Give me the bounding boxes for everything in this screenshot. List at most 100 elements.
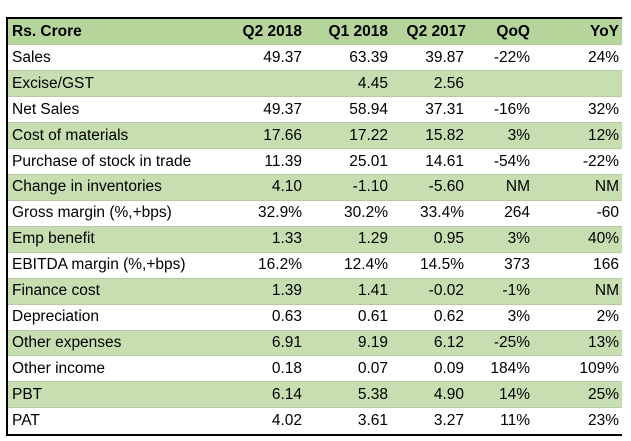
header-q2-2018: Q2 2018: [220, 19, 306, 46]
qoq-value: -22%: [470, 44, 550, 72]
table-row: EBITDA margin (%,+bps) 16.2% 12.4% 14.5% 373…: [8, 252, 622, 279]
row-label: PBT: [8, 381, 220, 409]
q1-2018-value: 5.38: [306, 381, 392, 409]
q2-2017-value: 15.82: [392, 122, 470, 150]
q1-2018-value: 0.61: [306, 304, 392, 331]
q1-2018-value: -1.10: [306, 174, 392, 201]
yoy-value: 40%: [550, 226, 622, 253]
row-label: Net Sales: [8, 96, 220, 124]
q1-2018-value: 63.39: [306, 44, 392, 72]
qoq-value: -54%: [470, 148, 550, 176]
q2-2018-value: 17.66: [220, 122, 306, 150]
table-row: Other expenses 6.91 9.19 6.12 -25% 13%: [8, 330, 622, 357]
financial-table-frame: Rs. Crore Q2 2018 Q1 2018 Q2 2017 QoQ Yo…: [6, 17, 622, 436]
q1-2018-value: 30.2%: [306, 200, 392, 227]
q2-2017-value: 33.4%: [392, 200, 470, 227]
qoq-value: -25%: [470, 330, 550, 357]
table-row: PAT 4.02 3.61 3.27 11% 23%: [8, 407, 622, 434]
q2-2018-value: 0.18: [220, 355, 306, 383]
row-label: EBITDA margin (%,+bps): [8, 252, 220, 279]
q2-2017-value: 0.09: [392, 355, 470, 383]
table-row: Net Sales 49.37 58.94 37.31 -16% 32%: [8, 96, 622, 124]
yoy-value: 109%: [550, 355, 622, 383]
q2-2018-value: 11.39: [220, 148, 306, 176]
row-label: Excise/GST: [8, 70, 220, 98]
row-label: Finance cost: [8, 278, 220, 305]
row-label: Purchase of stock in trade: [8, 148, 220, 176]
yoy-value: 23%: [587, 412, 619, 430]
table-row: PBT 6.14 5.38 4.90 14% 25%: [8, 381, 622, 409]
q1-2018-value: 12.4%: [306, 252, 392, 279]
header-q2-2017: Q2 2017: [392, 19, 470, 46]
q2-2017-value: 0.62: [392, 304, 470, 331]
table-row: Change in inventories 4.10 -1.10 -5.60 NM NM: [8, 174, 622, 201]
q2-2017-value: -0.02: [392, 278, 470, 305]
q2-2018-value: 32.9%: [220, 200, 306, 227]
table-row: Cost of materials 17.66 17.22 15.82 3% 12%: [8, 122, 622, 150]
q2-2017-value: 14.5%: [392, 252, 470, 279]
table-row: Depreciation 0.63 0.61 0.62 3% 2%: [8, 304, 622, 331]
qoq-value: 11%: [500, 412, 530, 430]
table-row: Gross margin (%,+bps) 32.9% 30.2% 33.4% 264-…: [8, 200, 622, 227]
qoq-value: -1%: [470, 278, 550, 305]
q2-2017-value: 2.56: [392, 70, 470, 98]
q2-2017-value: 37.31: [392, 96, 470, 124]
header-qoq: QoQ: [470, 19, 550, 46]
q2-2017-value: 6.12: [392, 330, 470, 357]
q2-2018-value: 1.33: [220, 226, 306, 253]
q2-2018-value: 4.02: [271, 412, 302, 430]
table-row: Other income 0.18 0.07 0.09 184% 109%: [8, 355, 622, 383]
qoq-value: NM: [470, 174, 550, 201]
q2-2017-value: 39.87: [392, 44, 470, 72]
table-row: Finance cost 1.39 1.41 -0.02 -1% NM: [8, 278, 622, 305]
q2-2017-value: 14.61: [392, 148, 470, 176]
qoq-value: 3%: [470, 122, 550, 150]
row-label: Gross margin (%,+bps): [8, 200, 220, 227]
row-label: Change in inventories: [8, 174, 220, 201]
yoy-value: [550, 70, 622, 98]
yoy-value: 13%: [550, 330, 622, 357]
yoy-value: 2%: [550, 304, 622, 331]
q2-2018-value: [220, 70, 306, 98]
qoq-value: [470, 70, 550, 98]
yoy-value: 166: [550, 252, 622, 279]
q2-2018-value: 16.2%: [220, 252, 306, 279]
q1-2018-value: 1.29: [306, 226, 392, 253]
q2-2018-value: 6.91: [220, 330, 306, 357]
q2-2017-value: -5.60: [392, 174, 470, 201]
q2-2018-value: 1.39: [220, 278, 306, 305]
table-row: Sales 49.37 63.39 39.87 -22% 24%: [8, 44, 622, 72]
qoq-value: 3%: [470, 226, 550, 253]
q1-2018-value: 17.22: [306, 122, 392, 150]
q2-2017-value: 0.95: [392, 226, 470, 253]
financial-results-table: Rs. Crore Q2 2018 Q1 2018 Q2 2017 QoQ Yo…: [8, 19, 622, 434]
q1-2018-value: 0.07: [306, 355, 392, 383]
table-row: Excise/GST 4.45 2.56: [8, 70, 622, 98]
q1-2018-value: 25.01: [306, 148, 392, 176]
yoy-value: 32%: [550, 96, 622, 124]
yoy-value: 24%: [550, 44, 622, 72]
q1-2018-value: 4.45: [306, 70, 392, 98]
yoy-value: -60: [550, 200, 622, 227]
q1-2018-value: 9.19: [306, 330, 392, 357]
yoy-value: -22%: [550, 148, 622, 176]
row-label: Other expenses: [8, 330, 220, 357]
qoq-value: -16%: [470, 96, 550, 124]
q1-2018-value: 58.94: [306, 96, 392, 124]
header-yoy: YoY: [550, 19, 622, 46]
header-label: Rs. Crore: [8, 19, 220, 46]
qoq-value: 373: [470, 252, 550, 279]
yoy-value: 25%: [550, 381, 622, 409]
row-label: Emp benefit: [8, 226, 220, 253]
q1-2018-value: 3.61: [357, 412, 388, 430]
q2-2018-value: 6.14: [220, 381, 306, 409]
row-label: Sales: [8, 44, 220, 72]
qoq-value: 14%: [470, 381, 550, 409]
table-row: Emp benefit 1.33 1.29 0.95 3% 40%: [8, 226, 622, 253]
row-label: Cost of materials: [8, 122, 220, 150]
q1-2018-value: 1.41: [306, 278, 392, 305]
header-q1-2018: Q1 2018: [306, 19, 392, 46]
table-body: Sales 49.37 63.39 39.87 -22% 24% Excise/GST 4.4…: [8, 44, 622, 434]
row-label: Other income: [8, 355, 220, 383]
qoq-value: 184%: [470, 355, 550, 383]
